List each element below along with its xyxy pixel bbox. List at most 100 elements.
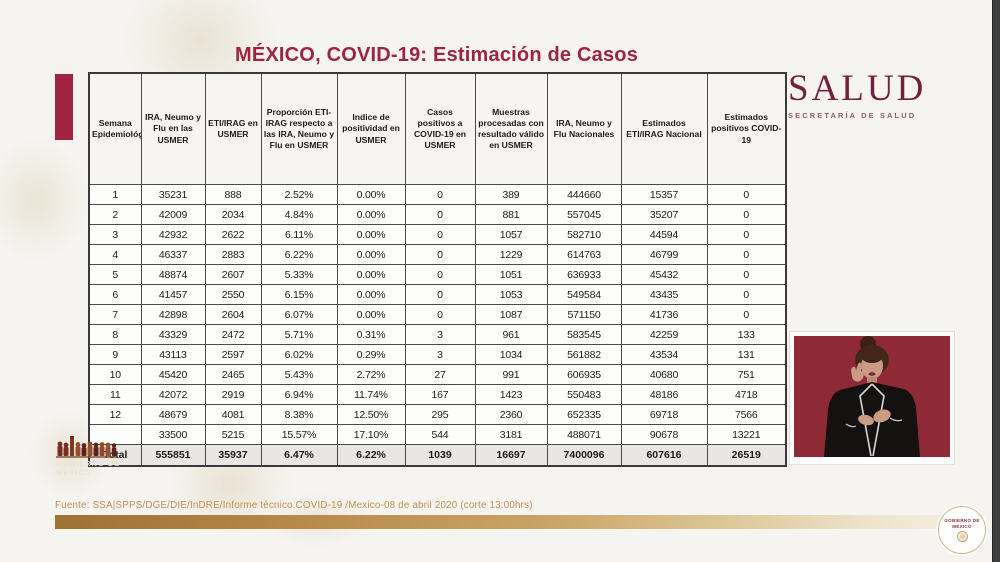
badge-emblem-icon <box>956 531 968 543</box>
salud-wordmark: SALUD <box>788 68 927 109</box>
table-row: 8 43329 2472 5.71% 0.31% 3 961 583545 42259 133 <box>88 324 787 345</box>
gobierno-heroes-logo-icon <box>56 435 118 458</box>
table-row: 6 41457 2550 6.15% 0.00% 0 1053 549584 43435 0 <box>88 284 787 305</box>
column-header: Estimados positivos COVID-19 <box>706 72 787 185</box>
table-cell: 45420 <box>140 364 206 385</box>
table-cell: 167 <box>404 384 476 405</box>
gold-divider-band <box>55 515 948 529</box>
table-cell: 0 <box>706 184 787 205</box>
table-cell: 46337 <box>140 244 206 265</box>
table-cell: 389 <box>474 184 548 205</box>
table-cell: 1 <box>88 184 142 205</box>
table-row: 1 35231 888 2.52% 0.00% 0 389 444660 15357 0 <box>88 184 787 205</box>
column-header: Estimados ETI/IRAG Nacional <box>620 72 708 185</box>
table-row: 10 45420 2465 5.43% 2.72% 27 991 606935 40680 751 <box>88 364 787 385</box>
table-cell: 42259 <box>620 324 708 345</box>
table-cell: 17.10% <box>336 424 406 445</box>
table-cell: 13221 <box>706 424 787 445</box>
table-cell: 549584 <box>546 284 622 305</box>
total-cell: 1039 <box>404 444 476 467</box>
table-cell: 0.31% <box>336 324 406 345</box>
table-cell: 444660 <box>546 184 622 205</box>
table-cell: 751 <box>706 364 787 385</box>
table-cell: 4.84% <box>260 204 338 225</box>
table-cell: 43534 <box>620 344 708 365</box>
column-header: IRA, Neumo y Flu Nacionales <box>546 72 622 185</box>
table-cell: 45432 <box>620 264 708 285</box>
sign-language-video <box>790 332 954 464</box>
table-cell: 0.00% <box>336 224 406 245</box>
table-cell: 4718 <box>706 384 787 405</box>
table-cell: 0 <box>404 264 476 285</box>
table-cell: 2919 <box>204 384 262 405</box>
table-cell: 0 <box>404 284 476 305</box>
table-cell: 583545 <box>546 324 622 345</box>
table-cell: 0.00% <box>336 184 406 205</box>
table-cell: 41736 <box>620 304 708 325</box>
table-cell: 0.00% <box>336 244 406 265</box>
table-cell: 991 <box>474 364 548 385</box>
total-cell: 607616 <box>620 444 708 467</box>
table-total-row: Total555851359376.47%6.22%10391669774000… <box>88 444 787 467</box>
table-cell: 42898 <box>140 304 206 325</box>
table-cell: 5.71% <box>260 324 338 345</box>
table-row: 7 42898 2604 6.07% 0.00% 0 1087 571150 41736 0 <box>88 304 787 325</box>
table-cell: 5215 <box>204 424 262 445</box>
table-cell: 3 <box>404 344 476 365</box>
page-title: MÉXICO, COVID-19: Estimación de Casos <box>234 44 639 66</box>
table-cell: 2597 <box>204 344 262 365</box>
table-cell: 46799 <box>620 244 708 265</box>
table-cell: 42072 <box>140 384 206 405</box>
table-row: 2 42009 2034 4.84% 0.00% 0 881 557045 35207 0 <box>88 204 787 225</box>
total-cell: 16697 <box>474 444 548 467</box>
table-cell: 4 <box>88 244 142 265</box>
gobierno-circular-badge: GOBIERNO DE MÉXICO <box>938 506 986 554</box>
table-cell: 2034 <box>204 204 262 225</box>
table-cell: 42009 <box>140 204 206 225</box>
table-row: 5 48874 2607 5.33% 0.00% 0 1051 636933 45432 0 <box>88 264 787 285</box>
total-cell: 35937 <box>204 444 262 467</box>
salud-subtitle: SECRETARÍA DE SALUD <box>788 111 917 120</box>
table-cell: 571150 <box>546 304 622 325</box>
table-cell: 488071 <box>546 424 622 445</box>
table-cell: 5.43% <box>260 364 338 385</box>
table-row: 11 42072 2919 6.94% 11.74% 167 1423 550483 48186… <box>88 384 787 405</box>
table-cell: 1229 <box>474 244 548 265</box>
table-cell: 43113 <box>140 344 206 365</box>
table-cell: 7566 <box>706 404 787 425</box>
table-cell: 0 <box>404 204 476 225</box>
table-cell: 15357 <box>620 184 708 205</box>
table-cell: 0 <box>404 244 476 265</box>
red-accent-bar <box>55 74 73 140</box>
table-row: 9 43113 2597 6.02% 0.29% 3 1034 561882 43534 131 <box>88 344 787 365</box>
table-cell: 5 <box>88 264 142 285</box>
table-cell: 961 <box>474 324 548 345</box>
table-cell: 48186 <box>620 384 708 405</box>
table-cell: 1053 <box>474 284 548 305</box>
table-row: 33500 5215 15.57% 17.10% 544 3181 488071 90678 1… <box>88 424 787 445</box>
table-cell: 42932 <box>140 224 206 245</box>
table-cell: 0 <box>706 264 787 285</box>
table-cell: 11.74% <box>336 384 406 405</box>
salud-logo: SALUD SECRETARÍA DE SALUD <box>788 70 973 120</box>
table-cell: 2465 <box>204 364 262 385</box>
table-cell: 2622 <box>204 224 262 245</box>
table-cell: 12 <box>88 404 142 425</box>
table-cell: 295 <box>404 404 476 425</box>
table-cell: 636933 <box>546 264 622 285</box>
total-cell: 6.22% <box>336 444 406 467</box>
table-cell: 2550 <box>204 284 262 305</box>
table-cell: 41457 <box>140 284 206 305</box>
column-header: Muestras procesadas con resultado válido… <box>474 72 548 185</box>
screen-edge-bar <box>992 0 1000 562</box>
table-cell: 0 <box>706 304 787 325</box>
table-cell: 40680 <box>620 364 708 385</box>
table-cell: 2.72% <box>336 364 406 385</box>
table-cell: 1087 <box>474 304 548 325</box>
table-cell: 27 <box>404 364 476 385</box>
column-header: Indice de positividad en USMER <box>336 72 406 185</box>
table-cell: 8 <box>88 324 142 345</box>
total-cell: 7400096 <box>546 444 622 467</box>
table-cell: 0 <box>706 284 787 305</box>
